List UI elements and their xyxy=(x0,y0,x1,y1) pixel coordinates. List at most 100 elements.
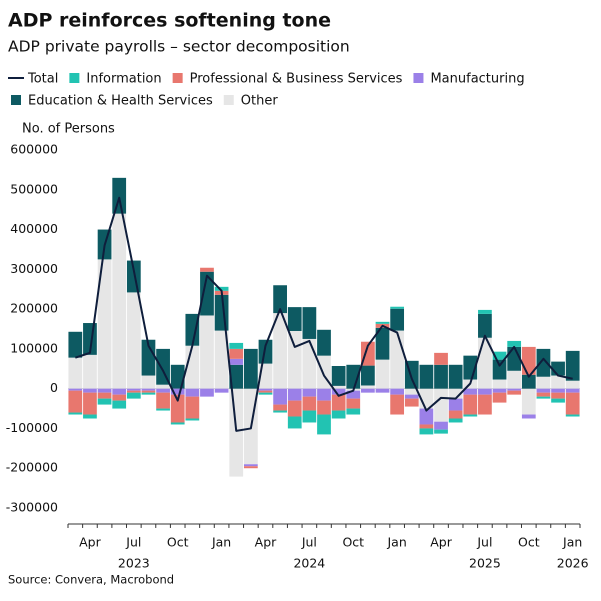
bar-segment xyxy=(302,307,317,339)
bar-segment xyxy=(375,327,390,360)
bar-segment xyxy=(536,348,551,377)
bar-segment xyxy=(287,400,302,417)
legend-item: Professional & Business Services xyxy=(172,72,403,87)
legend-swatch xyxy=(413,73,424,83)
bar-segment xyxy=(126,390,141,393)
bar-segment xyxy=(521,414,536,419)
bar-segment xyxy=(478,388,492,395)
bar-segment xyxy=(112,388,127,395)
x-tick-label: Jan xyxy=(387,534,407,549)
legend-label: Professional & Business Services xyxy=(190,72,403,87)
x-tick-label: Jul xyxy=(125,534,141,549)
bar-segment xyxy=(112,177,127,214)
bar-segment xyxy=(419,364,434,389)
bar-segment xyxy=(346,390,361,399)
x-tick-label: Apr xyxy=(79,534,101,549)
chart-subtitle: ADP private payrolls – sector decomposit… xyxy=(8,38,350,56)
x-tick-label: Apr xyxy=(255,534,277,549)
bar-segment xyxy=(361,388,375,393)
bar-segment xyxy=(434,364,448,389)
source: Source: Convera, Macrobond xyxy=(8,573,174,587)
x-tick-label: Jan xyxy=(562,534,582,549)
bar-segment xyxy=(478,394,492,415)
total-line xyxy=(75,196,573,432)
bar-segment xyxy=(200,388,214,397)
bar-segment xyxy=(492,379,507,389)
bar-segment xyxy=(185,396,200,419)
bar-segment xyxy=(434,421,448,430)
bar-segment xyxy=(83,392,97,415)
bar-segment xyxy=(434,429,448,434)
y-tick-label: 300000 xyxy=(10,261,58,276)
bar-segment xyxy=(302,410,317,423)
bar-segment xyxy=(331,394,346,411)
bar-segment xyxy=(126,292,141,389)
bar-segment xyxy=(185,313,200,346)
bar-segment xyxy=(507,340,522,347)
bar-segment xyxy=(258,390,273,393)
bar-segment xyxy=(156,388,170,393)
bar-segment xyxy=(317,388,331,401)
bar-segment xyxy=(287,307,302,331)
bar-segment xyxy=(331,410,346,419)
bar-segment xyxy=(258,388,273,391)
bar-segment xyxy=(565,388,580,393)
bar-segment xyxy=(551,392,565,399)
bar-segment xyxy=(448,418,463,423)
x-tick-label: Apr xyxy=(430,534,452,549)
bar-segment xyxy=(375,359,390,389)
legend-label: Education & Health Services xyxy=(28,94,213,109)
bar-segment xyxy=(273,410,287,413)
bar-segment xyxy=(463,388,478,395)
bar-segment xyxy=(229,342,244,349)
legend-item: Manufacturing xyxy=(413,72,525,87)
bar-segment xyxy=(390,388,405,395)
x-year-label: 2023 xyxy=(118,555,150,570)
bar-segment xyxy=(170,422,185,425)
bar-segment xyxy=(346,408,361,415)
legend-item: Education & Health Services xyxy=(11,94,213,109)
bar-segment xyxy=(346,398,361,409)
x-year-label: 2026 xyxy=(557,555,589,570)
x-tick-label: Jul xyxy=(476,534,492,549)
bar-segment xyxy=(361,385,375,389)
bar-segment xyxy=(551,388,565,393)
bar-segment xyxy=(273,313,287,389)
bar-segment xyxy=(419,408,434,425)
legend-label: Other xyxy=(241,94,279,109)
bar-segment xyxy=(287,388,302,401)
bar-segment xyxy=(404,398,419,407)
bar-segment xyxy=(112,213,127,389)
chart-title: ADP reinforces softening tone xyxy=(8,10,331,32)
bar-segment xyxy=(317,329,331,356)
bar-segment xyxy=(536,392,551,397)
bar-segment xyxy=(390,306,405,309)
bar-segment xyxy=(375,321,390,324)
legend-item: Other xyxy=(223,94,279,109)
bar-segment xyxy=(170,394,185,423)
bar-segment xyxy=(448,364,463,389)
bar-segment xyxy=(141,388,156,391)
bar-segment xyxy=(536,396,551,399)
bar-segment xyxy=(185,418,200,421)
bar-segment xyxy=(404,388,419,395)
y-tick-label: -300000 xyxy=(6,500,58,515)
bar-segment xyxy=(126,392,141,399)
bar-segment xyxy=(112,394,127,401)
x-tick-label: Jan xyxy=(211,534,231,549)
x-tick-label: Oct xyxy=(167,534,189,549)
x-tick-label: Oct xyxy=(342,534,364,549)
bar-segment xyxy=(200,271,214,316)
bar-segment xyxy=(507,390,522,395)
x-year-label: 2024 xyxy=(293,555,325,570)
bar-segment xyxy=(536,388,551,393)
bar-segment xyxy=(97,398,112,405)
bar-segment xyxy=(156,392,170,409)
bar-segment xyxy=(434,388,448,422)
bar-segment xyxy=(434,352,448,365)
bar-segment xyxy=(243,348,258,389)
bar-segment xyxy=(302,396,317,411)
bar-segment xyxy=(229,388,244,477)
x-tick-label: Jul xyxy=(301,534,317,549)
bar-segment xyxy=(126,388,141,391)
